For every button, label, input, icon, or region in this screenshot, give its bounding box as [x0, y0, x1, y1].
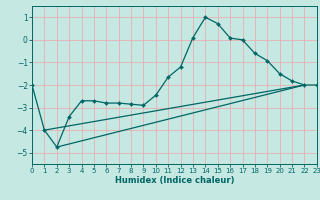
X-axis label: Humidex (Indice chaleur): Humidex (Indice chaleur): [115, 176, 234, 185]
